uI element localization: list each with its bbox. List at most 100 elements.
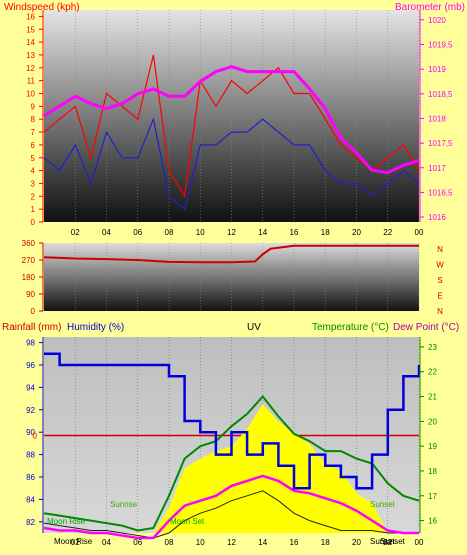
wind-x-tick-label: 08 xyxy=(165,228,174,237)
barometer-y-tick-label: 1018,5 xyxy=(428,90,453,99)
compass-label: N xyxy=(437,307,443,316)
barometer-y-tick-label: 1016,5 xyxy=(428,188,453,197)
direction-gridlines xyxy=(74,243,420,311)
humidity-y-tick-label: 96 xyxy=(26,361,35,370)
temperature-y-tick-label: 19 xyxy=(428,442,437,451)
humidity-line xyxy=(44,352,421,490)
wind-average-line xyxy=(43,117,420,211)
humidity-y-tick-label: 84 xyxy=(26,495,35,504)
wind-x-tick-label: 14 xyxy=(258,228,267,237)
temperature-y-tick-label: 18 xyxy=(428,467,437,476)
climate-series xyxy=(43,352,421,540)
wind-y-tick-label: 8 xyxy=(31,115,36,124)
apparent-temperature-line xyxy=(43,474,419,540)
wind-series xyxy=(43,54,420,211)
wind-y-tick-label: 0 xyxy=(31,218,36,227)
humidity-y-tick-label: 90 xyxy=(26,428,35,437)
wind-y-tick-label: 5 xyxy=(31,154,36,163)
compass-label: E xyxy=(437,292,442,301)
humidity-y-ticks: 82 84 86 88 90 92 94 96 98 0 xyxy=(26,339,43,527)
moonrise-annotation: Moon Rise xyxy=(47,517,86,526)
wind-y-tick-label: 7 xyxy=(31,128,36,137)
humidity-y-tick-label: 98 xyxy=(26,339,35,348)
wind-x-tick-label: 22 xyxy=(383,228,392,237)
moonrise-axis-annotation: Moon Rise xyxy=(54,537,93,546)
temperature-y-tick-label: 21 xyxy=(428,393,437,402)
wind-x-ticks: 02 04 06 08 10 12 14 16 18 20 22 00 xyxy=(71,228,424,237)
climate-x-tick-label: 20 xyxy=(352,538,361,547)
wind-x-tick-label: 04 xyxy=(102,228,111,237)
rainfall-axis-label: Rainfall (mm) xyxy=(2,322,61,333)
moonset-annotation: Moon Set xyxy=(170,517,205,526)
wind-y-tick-label: 15 xyxy=(26,25,35,34)
wind-direction-line xyxy=(43,244,419,264)
wind-y-tick-label: 3 xyxy=(31,179,36,188)
barometer-y-tick-label: 1019 xyxy=(428,65,446,74)
humidity-axis-label: Humidity (%) xyxy=(67,322,124,333)
temperature-y-tick-label: 17 xyxy=(428,492,437,501)
climate-x-tick-label: 04 xyxy=(102,538,111,547)
wind-x-tick-label: 00 xyxy=(415,228,424,237)
climate-x-tick-label: 16 xyxy=(290,538,299,547)
sunset-annotation: Sunset xyxy=(370,500,396,509)
barometer-axis-label: Barometer (mb) xyxy=(395,2,465,13)
temperature-axis-label: Temperature (°C) xyxy=(312,322,389,333)
wind-x-tick-label: 02 xyxy=(71,228,80,237)
sunset-axis-annotation-2: Sunset xyxy=(380,537,406,546)
sunset-axis-annotation: Sunset xyxy=(370,537,396,546)
temperature-y-ticks: 16 17 18 19 20 21 22 23 xyxy=(420,343,437,526)
humidity-y-tick-label: 86 xyxy=(26,473,35,482)
barometer-y-tick-label: 1018 xyxy=(428,114,446,123)
direction-y-tick-label: 270 xyxy=(22,256,36,265)
uv-area xyxy=(44,404,419,533)
wind-y-tick-label: 1 xyxy=(31,205,36,214)
wind-y-tick-label: 9 xyxy=(31,102,36,111)
uv-axis-label: UV xyxy=(247,322,261,333)
wind-gridlines xyxy=(74,10,420,222)
wind-x-tick-label: 06 xyxy=(133,228,142,237)
wind-y-tick-label: 16 xyxy=(26,12,35,21)
climate-x-ticks: 02 04 06 08 10 12 14 16 18 20 22 00 xyxy=(71,538,424,547)
climate-x-tick-label: 08 xyxy=(165,538,174,547)
climate-x-tick-label: 00 xyxy=(415,538,424,547)
dew-point-line xyxy=(43,490,419,539)
climate-x-tick-label: 22 xyxy=(383,538,392,547)
barometer-y-tick-label: 1017,5 xyxy=(428,139,453,148)
climate-x-tick-label: 10 xyxy=(196,538,205,547)
temperature-y-tick-label: 23 xyxy=(428,343,437,352)
barometer-y-ticks: 1016 1016,5 1017 1017,5 1018 1018,5 1019 1019,5… xyxy=(420,16,453,222)
dew-point-axis-label: Dew Point (°C) xyxy=(393,322,459,333)
compass-label: S xyxy=(437,276,442,285)
climate-x-tick-label: 12 xyxy=(227,538,236,547)
wind-y-tick-label: 10 xyxy=(26,90,35,99)
direction-series xyxy=(43,244,419,264)
wind-y-tick-label: 2 xyxy=(31,192,36,201)
climate-x-tick-label: 02 xyxy=(71,538,80,547)
wind-y-tick-label: 14 xyxy=(26,38,35,47)
humidity-y-tick-label: 88 xyxy=(26,451,35,460)
wind-y-tick-label: 12 xyxy=(26,64,35,73)
temperature-line xyxy=(43,394,420,532)
rainfall-y-tick-label: 0 xyxy=(33,432,38,441)
temperature-y-tick-label: 20 xyxy=(428,417,437,426)
wind-y-tick-label: 13 xyxy=(26,51,35,60)
barometer-line xyxy=(43,65,420,175)
humidity-y-tick-label: 94 xyxy=(26,383,35,392)
sunrise-annotation: Sunrise xyxy=(110,500,138,509)
direction-y-tick-label: 180 xyxy=(22,273,36,282)
compass-label: N xyxy=(437,245,443,254)
wind-x-tick-label: 18 xyxy=(321,228,330,237)
wind-x-tick-label: 20 xyxy=(352,228,361,237)
barometer-y-tick-label: 1016 xyxy=(428,213,446,222)
humidity-y-tick-label: 82 xyxy=(26,518,35,527)
barometer-y-tick-label: 1019,5 xyxy=(428,41,453,50)
compass-label: W xyxy=(436,261,444,270)
wind-x-tick-label: 16 xyxy=(290,228,299,237)
direction-y-tick-label: 360 xyxy=(22,239,36,248)
wind-y-tick-label: 6 xyxy=(31,141,36,150)
climate-x-tick-label: 18 xyxy=(321,538,330,547)
direction-y-tick-label: 90 xyxy=(26,290,35,299)
